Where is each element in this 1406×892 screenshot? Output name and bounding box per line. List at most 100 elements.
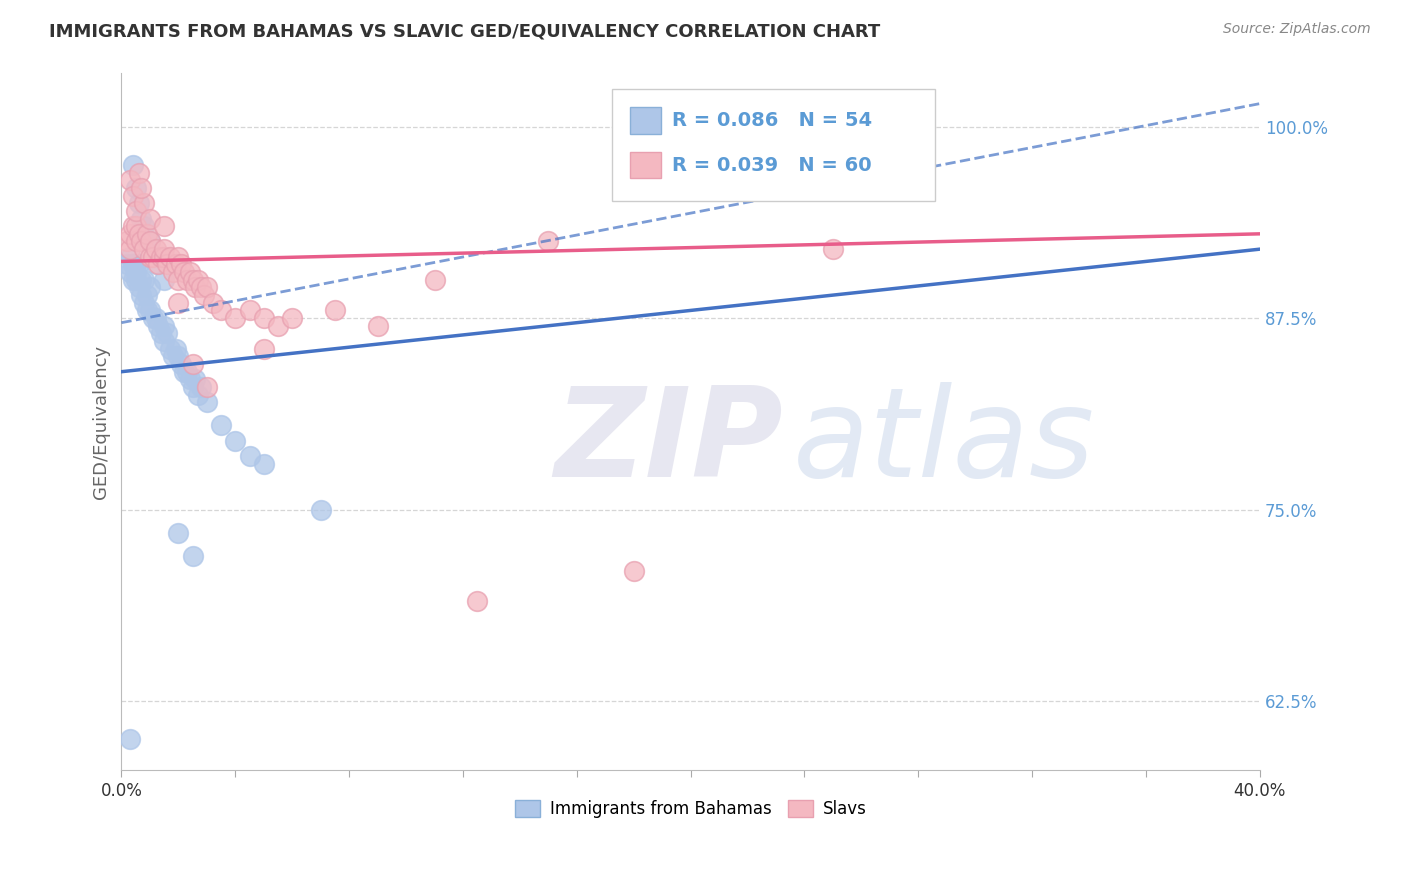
Point (184, 372, 207, 386)
Point (176, 365, 198, 379)
Point (136, 227, 159, 241)
Y-axis label: GED/Equivalency: GED/Equivalency (93, 344, 110, 499)
Point (131, 235, 153, 249)
Point (281, 311, 304, 326)
Point (173, 265, 195, 279)
Point (121, 273, 143, 287)
Point (323, 303, 346, 318)
Point (145, 257, 167, 271)
Point (139, 211, 162, 226)
Point (139, 235, 162, 249)
Point (153, 242, 176, 256)
Point (142, 250, 165, 264)
Point (167, 350, 190, 364)
Point (118, 250, 141, 264)
Point (121, 158, 143, 172)
Point (162, 350, 184, 364)
Point (193, 288, 215, 302)
Point (134, 273, 156, 287)
Point (153, 219, 176, 234)
Point (134, 219, 156, 234)
Point (181, 273, 204, 287)
Point (423, 273, 446, 287)
Point (253, 311, 276, 326)
Point (181, 380, 204, 394)
Point (134, 242, 156, 256)
Point (131, 181, 153, 195)
Point (537, 235, 560, 249)
Text: IMMIGRANTS FROM BAHAMAS VS SLAVIC GED/EQUIVALENCY CORRELATION CHART: IMMIGRANTS FROM BAHAMAS VS SLAVIC GED/EQ… (49, 22, 880, 40)
Point (184, 280, 207, 294)
Point (153, 250, 176, 264)
Point (134, 196, 156, 211)
Point (139, 250, 162, 264)
Point (131, 211, 153, 226)
Point (115, 235, 138, 249)
Point (139, 303, 162, 318)
Point (170, 257, 193, 271)
Point (309, 502, 332, 516)
Point (367, 318, 389, 333)
Point (159, 250, 181, 264)
Point (170, 357, 193, 371)
Point (167, 525, 190, 540)
Point (224, 434, 246, 448)
Point (209, 418, 232, 433)
Point (167, 295, 190, 310)
Point (181, 357, 204, 371)
Point (139, 280, 162, 294)
Point (195, 395, 218, 409)
Point (142, 311, 165, 326)
Point (128, 257, 150, 271)
Text: R = 0.039   N = 60: R = 0.039 N = 60 (672, 155, 872, 175)
Point (136, 303, 159, 318)
Point (118, 227, 141, 241)
Point (190, 380, 212, 394)
Point (128, 196, 150, 211)
Point (165, 257, 187, 271)
Point (118, 265, 141, 279)
Point (187, 273, 209, 287)
Point (124, 181, 146, 195)
Point (148, 257, 170, 271)
Point (167, 273, 190, 287)
Point (153, 334, 176, 348)
Text: ZIP: ZIP (554, 382, 783, 503)
Point (187, 387, 209, 401)
Point (190, 280, 212, 294)
Point (176, 273, 198, 287)
Point (195, 280, 218, 294)
Point (134, 295, 156, 310)
Point (115, 257, 138, 271)
Point (124, 273, 146, 287)
Point (124, 203, 146, 218)
Point (181, 549, 204, 563)
Point (224, 311, 246, 326)
Point (195, 380, 218, 394)
Point (121, 257, 143, 271)
Point (253, 342, 276, 356)
Text: R = 0.086   N = 54: R = 0.086 N = 54 (672, 111, 872, 130)
Point (156, 326, 179, 341)
Point (128, 227, 150, 241)
Point (165, 342, 187, 356)
Legend: Immigrants from Bahamas, Slavs: Immigrants from Bahamas, Slavs (508, 793, 873, 824)
Point (124, 257, 146, 271)
Point (159, 342, 181, 356)
Point (145, 242, 167, 256)
Point (821, 242, 844, 256)
Point (153, 318, 176, 333)
Point (238, 303, 260, 318)
Point (156, 257, 179, 271)
Point (162, 265, 184, 279)
Point (153, 273, 176, 287)
Text: atlas: atlas (793, 382, 1095, 503)
Point (145, 311, 167, 326)
Point (173, 365, 195, 379)
Point (136, 288, 159, 302)
Point (209, 303, 232, 318)
Point (150, 326, 173, 341)
Point (201, 295, 224, 310)
Point (167, 250, 190, 264)
Point (150, 250, 173, 264)
